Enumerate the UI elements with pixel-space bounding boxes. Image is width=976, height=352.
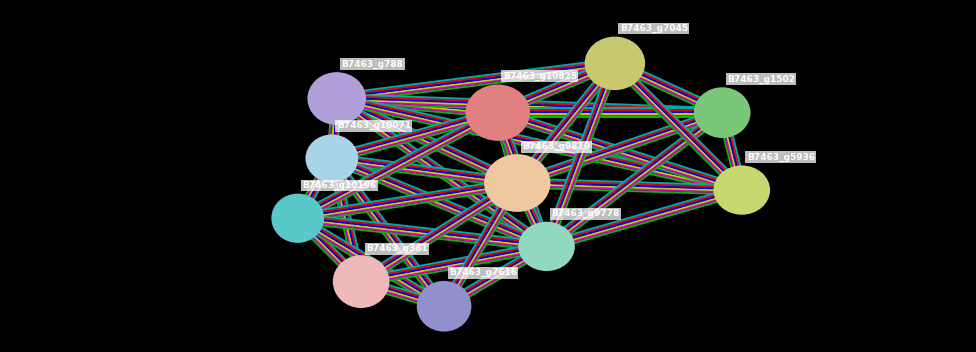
Ellipse shape bbox=[417, 281, 471, 332]
Ellipse shape bbox=[466, 84, 530, 141]
Text: B7463_g9819: B7463_g9819 bbox=[522, 142, 590, 151]
Ellipse shape bbox=[713, 165, 770, 215]
Text: B7463_g5936: B7463_g5936 bbox=[747, 153, 815, 162]
Text: B7463_g7045: B7463_g7045 bbox=[620, 24, 688, 33]
Text: B7463_g10196: B7463_g10196 bbox=[303, 181, 377, 190]
Text: B7463_g1502: B7463_g1502 bbox=[727, 75, 795, 84]
Text: B7463_g9778: B7463_g9778 bbox=[551, 209, 620, 218]
Ellipse shape bbox=[333, 255, 389, 308]
Ellipse shape bbox=[484, 154, 550, 212]
Text: B7463_g10825: B7463_g10825 bbox=[503, 72, 577, 81]
Text: B7463_g788: B7463_g788 bbox=[342, 59, 403, 69]
Ellipse shape bbox=[585, 37, 645, 90]
Ellipse shape bbox=[271, 194, 324, 243]
Ellipse shape bbox=[307, 72, 366, 125]
Text: B7463_g361: B7463_g361 bbox=[366, 244, 427, 253]
Ellipse shape bbox=[694, 87, 751, 138]
Text: B7463_g10071: B7463_g10071 bbox=[337, 121, 411, 130]
Text: B7463_g7616: B7463_g7616 bbox=[449, 268, 517, 277]
Ellipse shape bbox=[305, 134, 358, 182]
Ellipse shape bbox=[518, 222, 575, 271]
